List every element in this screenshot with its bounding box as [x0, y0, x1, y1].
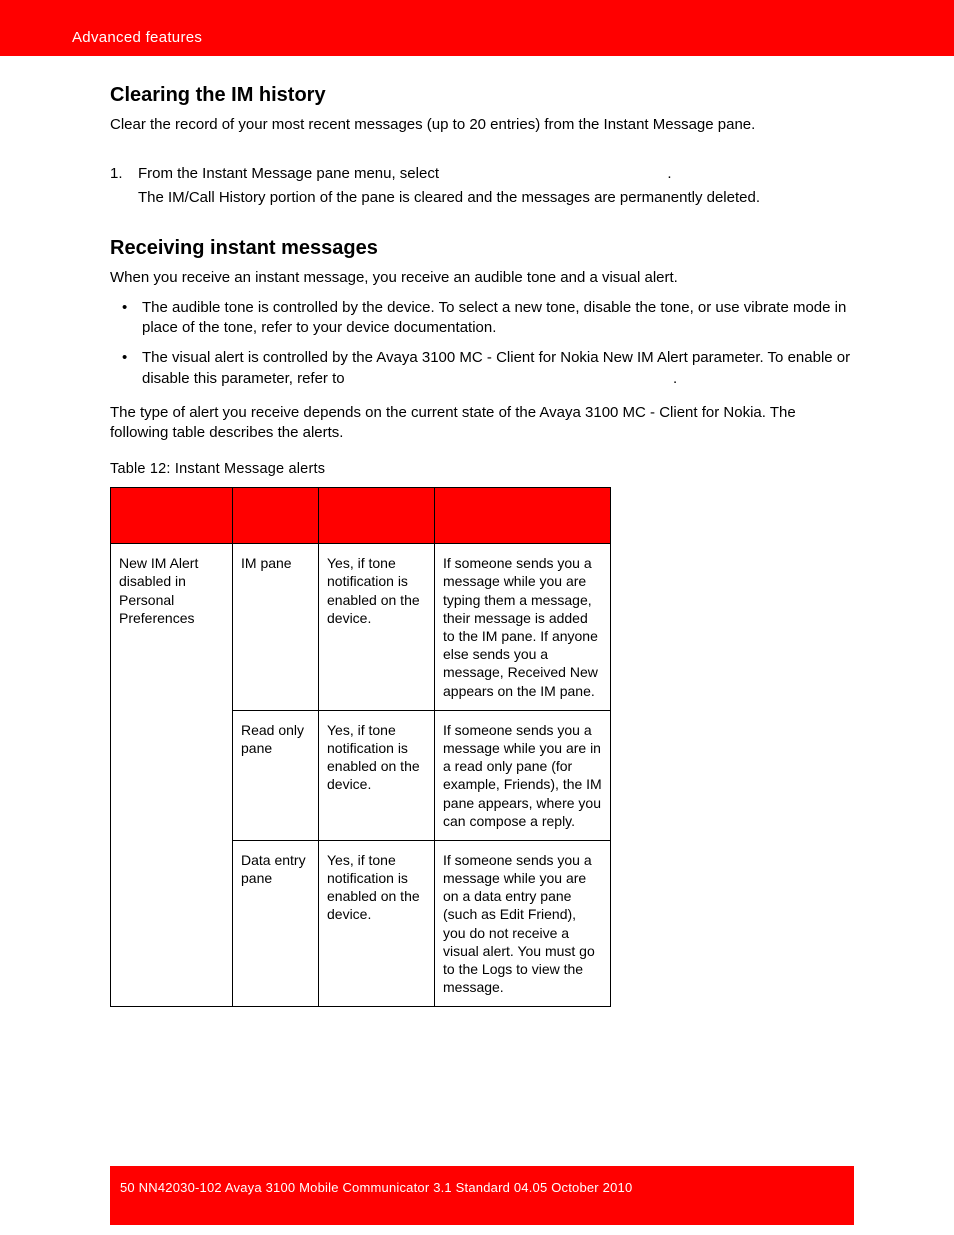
cell-pane-1: Read only pane: [233, 710, 319, 840]
step-result: The IM/Call History portion of the pane …: [138, 188, 854, 208]
table-caption: Table 12: Instant Message alerts: [110, 461, 854, 477]
cell-tone-2: Yes, if tone notification is enabled on …: [319, 840, 435, 1007]
section1-intro: Clear the record of your most recent mes…: [110, 115, 854, 135]
step-trailing-period: .: [667, 165, 671, 182]
cell-visual-1: If someone sends you a message while you…: [435, 710, 611, 840]
bullet-2-period: .: [673, 370, 677, 387]
cell-tone-1: Yes, if tone notification is enabled on …: [319, 710, 435, 840]
cell-visual-0: If someone sends you a message while you…: [435, 544, 611, 711]
page-header-bar: Advanced features: [0, 0, 954, 56]
table-header-row: [111, 488, 611, 544]
bullet-list: The audible tone is controlled by the de…: [110, 298, 854, 389]
step-text-main: From the Instant Message pane menu, sele…: [138, 165, 439, 182]
cell-pane-0: IM pane: [233, 544, 319, 711]
cell-state-0: New IM Alert disabled in Personal Prefer…: [111, 544, 233, 1007]
step-number: 1.: [110, 165, 138, 182]
cell-tone-0: Yes, if tone notification is enabled on …: [319, 544, 435, 711]
document-page: Advanced features Clearing the IM histor…: [0, 0, 954, 1235]
bullet-1: The audible tone is controlled by the de…: [110, 298, 854, 339]
th-pane: [233, 488, 319, 544]
alerts-table: New IM Alert disabled in Personal Prefer…: [110, 487, 611, 1007]
footer-text: 50 NN42030-102 Avaya 3100 Mobile Communi…: [120, 1180, 632, 1195]
th-visual: [435, 488, 611, 544]
step-1: 1. From the Instant Message pane menu, s…: [110, 165, 854, 182]
section-title-clearing: Clearing the IM history: [110, 84, 854, 107]
page-footer-bar: 50 NN42030-102 Avaya 3100 Mobile Communi…: [110, 1166, 854, 1225]
cell-pane-2: Data entry pane: [233, 840, 319, 1007]
page-content: Clearing the IM history Clear the record…: [0, 56, 954, 1007]
bullet-2: The visual alert is controlled by the Av…: [110, 348, 854, 389]
section2-intro: When you receive an instant message, you…: [110, 268, 854, 288]
breadcrumb: Advanced features: [72, 29, 202, 46]
section2-para2: The type of alert you receive depends on…: [110, 403, 854, 444]
bullet-2-text: The visual alert is controlled by the Av…: [142, 349, 850, 386]
section-title-receiving: Receiving instant messages: [110, 237, 854, 260]
step-text: From the Instant Message pane menu, sele…: [138, 165, 854, 182]
th-tone: [319, 488, 435, 544]
th-state: [111, 488, 233, 544]
table-row: New IM Alert disabled in Personal Prefer…: [111, 544, 611, 711]
cell-visual-2: If someone sends you a message while you…: [435, 840, 611, 1007]
